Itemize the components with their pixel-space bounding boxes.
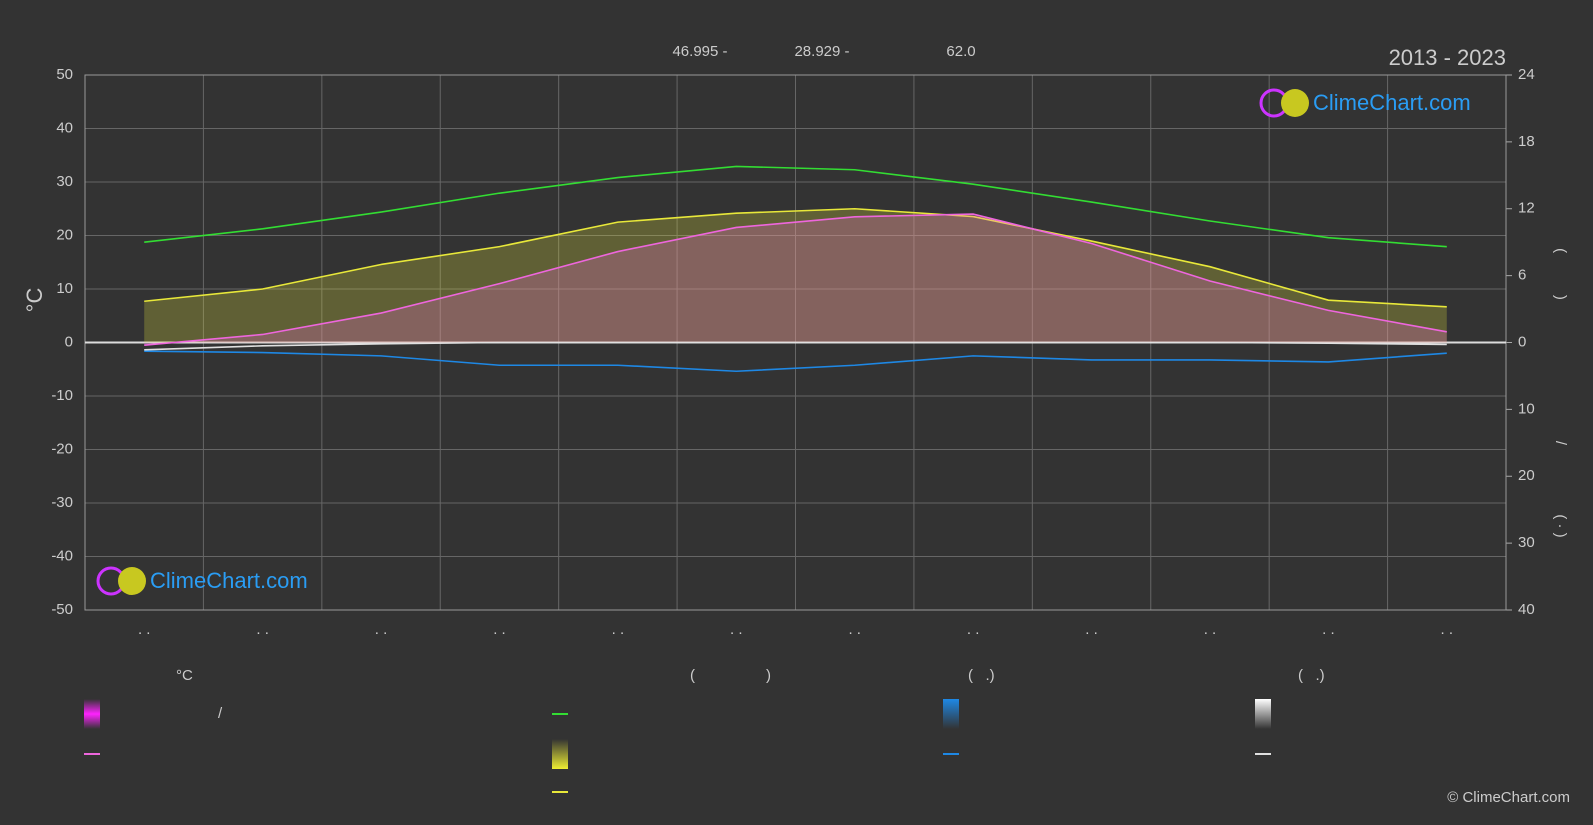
y-tick-label: -40 (51, 547, 73, 564)
x-tick-label: . . (612, 621, 625, 638)
period: 2013 - 2023 (1389, 45, 1506, 70)
copyright: © ClimeChart.com (1447, 789, 1570, 806)
y-axis-label: °C (22, 288, 47, 313)
y3-axis-label: / (1552, 441, 1569, 446)
x-tick-label: . . (1441, 621, 1454, 638)
y-tick-label: -20 (51, 440, 73, 457)
y-tick-label: -50 (51, 601, 73, 618)
y3-tick-label: 20 (1518, 467, 1535, 484)
y3-axis-label: ( · ) (1552, 514, 1569, 537)
series-line (144, 213, 1447, 346)
series-area (144, 214, 1447, 346)
legend-text: / (218, 705, 223, 722)
legend-swatch (552, 739, 568, 769)
legend-heading: °C (176, 667, 193, 684)
plot: -50 -40 -30 -20 -10 0 10 20 30 40 50 0 6 12 18 24 10 20 30… (51, 66, 1535, 793)
logo-top: ClimeChart.com (1259, 88, 1471, 118)
x-tick-label: . . (138, 621, 151, 638)
logo-text: ClimeChart.com (1313, 90, 1471, 115)
y2-tick-label: 18 (1518, 133, 1535, 150)
legend-swatch (943, 699, 959, 729)
x-tick-label: . . (1204, 621, 1217, 638)
x-tick-label: . . (730, 621, 743, 638)
x-tick-label: . . (375, 621, 388, 638)
logo-sun (118, 567, 146, 595)
legend-heading: ) (766, 667, 771, 684)
y-tick-label: 30 (56, 173, 73, 190)
y2-tick-label: 0 (1518, 333, 1526, 350)
legend-swatch (84, 699, 100, 729)
series-line (144, 207, 1447, 308)
y-tick-label: 40 (56, 119, 73, 136)
series-line (144, 341, 1447, 351)
y-tick-label: -30 (51, 494, 73, 511)
y2-tick-label: 24 (1518, 66, 1535, 83)
series-line (144, 350, 1447, 373)
legend-swatch (1255, 699, 1271, 729)
y-tick-label: 20 (56, 226, 73, 243)
logo-text: ClimeChart.com (150, 568, 308, 593)
y-tick-label: 10 (56, 280, 73, 297)
x-tick-label: . . (1322, 621, 1335, 638)
series-line (144, 165, 1447, 248)
header-stat: 46.995 - (672, 43, 727, 60)
logo-sun (1281, 89, 1309, 117)
x-tick-label: . . (256, 621, 269, 638)
y-tick-label: 50 (56, 66, 73, 83)
series-area (144, 208, 1447, 343)
y-tick-label: -10 (51, 387, 73, 404)
legend-heading: ( .) (1298, 667, 1325, 684)
y2-axis-label: ( ) (1552, 248, 1569, 300)
x-tick-label: . . (967, 621, 980, 638)
y3-tick-label: 40 (1518, 601, 1535, 618)
y2-tick-label: 6 (1518, 267, 1526, 284)
header-stat: 28.929 - (794, 43, 849, 60)
legend-heading: ( (690, 667, 695, 684)
y3-tick-label: 10 (1518, 400, 1535, 417)
y3-tick-label: 30 (1518, 534, 1535, 551)
logo-bottom: ClimeChart.com (96, 566, 308, 596)
y2-tick-label: 12 (1518, 200, 1535, 217)
x-tick-label: . . (848, 621, 861, 638)
header-stat: 62.0 (946, 43, 975, 60)
legend-heading: ( .) (968, 667, 995, 684)
y-tick-label: 0 (65, 333, 73, 350)
x-tick-label: . . (1085, 621, 1098, 638)
x-tick-label: . . (493, 621, 506, 638)
